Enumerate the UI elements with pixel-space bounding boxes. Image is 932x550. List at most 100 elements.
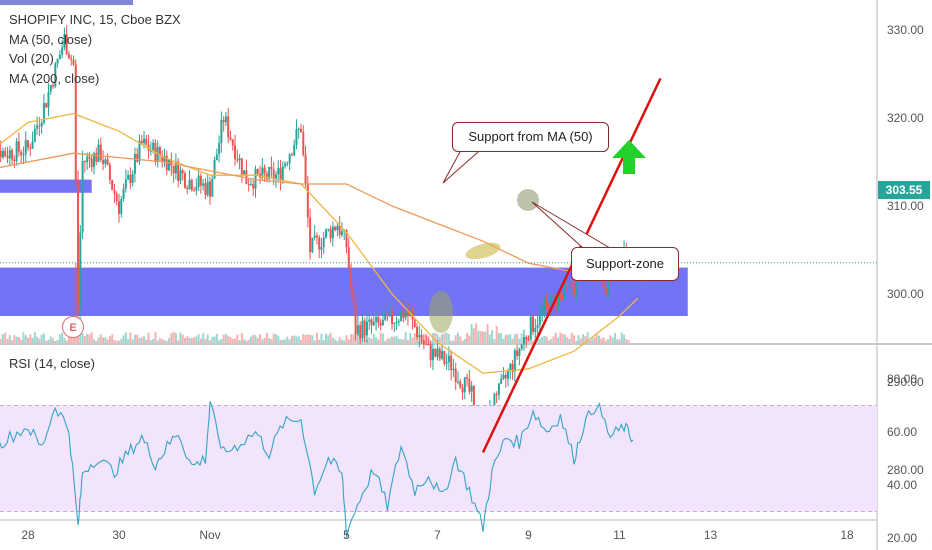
volume-bar xyxy=(598,335,601,343)
candle-body xyxy=(79,232,82,304)
candle-body xyxy=(243,170,246,176)
volume-bar xyxy=(33,332,36,343)
candle-body xyxy=(1,150,4,158)
volume-bar xyxy=(450,340,453,343)
candle-body xyxy=(313,235,316,238)
volume-bar xyxy=(163,340,166,343)
candle-body xyxy=(311,237,314,253)
volume-bar xyxy=(575,340,578,343)
candle-body xyxy=(111,179,114,190)
candle-body xyxy=(450,355,453,371)
volume-bar xyxy=(372,333,375,343)
candle-body xyxy=(193,190,196,192)
candle-body xyxy=(338,225,341,235)
ma200-label[interactable]: MA (200, close) xyxy=(9,70,100,86)
candle-body xyxy=(52,85,55,87)
candle-body xyxy=(6,156,9,159)
rsi-label[interactable]: RSI (14, close) xyxy=(9,356,95,371)
volume-bar xyxy=(227,335,230,343)
candle-body xyxy=(31,141,34,149)
volume-bar xyxy=(573,335,575,343)
candle-body xyxy=(536,324,539,328)
candle-body xyxy=(131,173,134,183)
rsi-tick-label: 20.00 xyxy=(887,531,918,545)
support-ma-callout[interactable]: Support from MA (50) xyxy=(452,122,609,152)
candle-body xyxy=(377,316,380,323)
candle-body xyxy=(268,166,271,180)
volume-bar xyxy=(83,336,86,343)
candle-body xyxy=(67,54,70,59)
top-zone-fragment xyxy=(0,0,133,5)
candle-body xyxy=(359,325,362,339)
volume-bar xyxy=(602,337,605,343)
candle-body xyxy=(277,168,280,175)
volume-bar xyxy=(161,339,164,343)
candle-body xyxy=(545,301,548,304)
volume-bar xyxy=(391,336,393,343)
candle-body xyxy=(315,235,318,238)
candle-body xyxy=(274,174,277,180)
volume-bar xyxy=(340,339,343,343)
candle-body xyxy=(454,368,457,382)
volume-bar xyxy=(497,332,500,343)
volume-bar xyxy=(436,333,439,343)
volume-bar xyxy=(591,338,594,343)
candle-body xyxy=(281,166,284,181)
volume-bar xyxy=(138,337,141,343)
volume-label[interactable]: Vol (20) xyxy=(9,51,54,66)
volume-bar xyxy=(224,333,227,343)
volume-bar xyxy=(386,338,389,343)
volume-bar xyxy=(518,338,521,343)
candle-body xyxy=(559,294,562,296)
candle-body xyxy=(158,146,161,156)
support-zone-callout[interactable]: Support-zone xyxy=(571,247,679,281)
candle-body xyxy=(15,141,18,161)
candle-body xyxy=(538,311,541,325)
candle-body xyxy=(513,350,516,372)
ma-touch-highlight xyxy=(465,242,501,260)
symbol-label[interactable]: SHOPIFY INC, 15, Cboe BZX xyxy=(9,12,181,27)
candle-body xyxy=(129,174,132,183)
volume-bar xyxy=(259,334,262,343)
candle-body xyxy=(17,141,20,152)
candle-body xyxy=(265,173,268,180)
volume-bar xyxy=(616,339,619,343)
candle-body xyxy=(238,158,241,161)
candle-body xyxy=(297,128,300,130)
candle-body xyxy=(120,199,123,214)
volume-bar xyxy=(402,339,405,343)
candle-body xyxy=(127,174,130,180)
candle-body xyxy=(56,59,59,64)
candle-body xyxy=(104,159,107,164)
volume-bar xyxy=(370,338,373,343)
candle-body xyxy=(418,335,421,338)
volume-bar xyxy=(532,340,535,343)
volume-bar xyxy=(140,337,143,343)
candle-body xyxy=(511,363,514,372)
candle-body xyxy=(309,217,312,253)
candle-body xyxy=(404,312,407,318)
candle-body xyxy=(422,341,425,344)
candle-body xyxy=(86,156,89,163)
volume-bar xyxy=(56,340,59,343)
earnings-badge[interactable]: E xyxy=(62,316,84,338)
candle-body xyxy=(213,160,216,179)
price-tick-label: 330.00 xyxy=(887,23,924,37)
ma50-label[interactable]: MA (50, close) xyxy=(9,31,93,47)
candle-body xyxy=(293,144,296,156)
candle-body xyxy=(386,313,389,317)
candle-body xyxy=(384,313,387,320)
candle-body xyxy=(179,170,182,181)
volume-bar xyxy=(74,262,77,343)
volume-bar xyxy=(102,337,105,343)
candle-body xyxy=(607,269,610,296)
volume-bar xyxy=(149,340,152,343)
volume-bar xyxy=(456,332,459,343)
candle-body xyxy=(461,387,464,393)
volume-bar xyxy=(488,334,491,343)
candle-body xyxy=(575,274,578,294)
volume-bar xyxy=(113,340,116,343)
support-touch-highlight xyxy=(517,189,539,211)
volume-bar xyxy=(504,334,507,343)
